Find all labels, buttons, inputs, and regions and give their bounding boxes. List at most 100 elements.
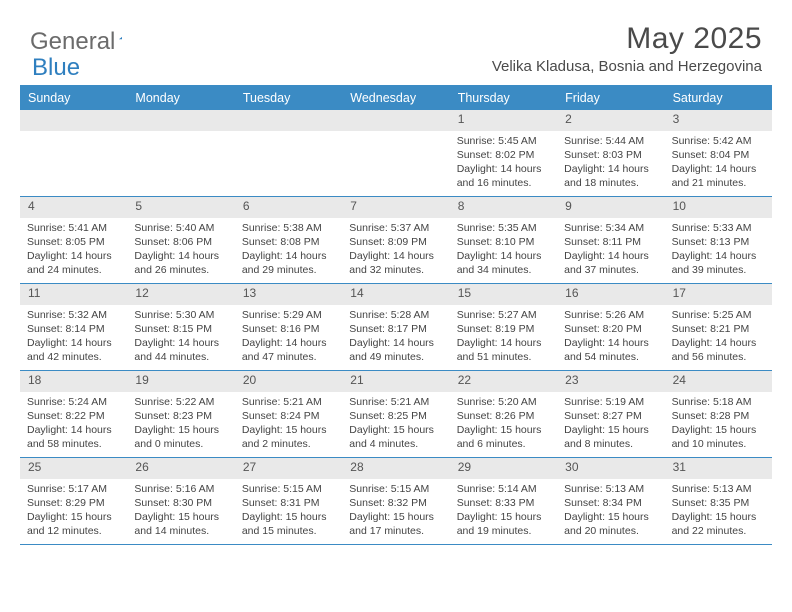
day-info: Sunrise: 5:19 AMSunset: 8:27 PMDaylight:… bbox=[557, 392, 664, 456]
day-cell: 18Sunrise: 5:24 AMSunset: 8:22 PMDayligh… bbox=[20, 371, 127, 457]
day-number: 28 bbox=[342, 458, 449, 479]
week-row: 11Sunrise: 5:32 AMSunset: 8:14 PMDayligh… bbox=[20, 284, 772, 371]
dow-header-cell: Wednesday bbox=[342, 87, 449, 110]
week-row: 25Sunrise: 5:17 AMSunset: 8:29 PMDayligh… bbox=[20, 458, 772, 545]
day-number: 26 bbox=[127, 458, 234, 479]
brand-logo: General bbox=[30, 22, 141, 56]
day-info: Sunrise: 5:41 AMSunset: 8:05 PMDaylight:… bbox=[20, 218, 127, 282]
day-number: 8 bbox=[450, 197, 557, 218]
day-info: Sunrise: 5:30 AMSunset: 8:15 PMDaylight:… bbox=[127, 305, 234, 369]
day-number bbox=[342, 110, 449, 131]
dow-header-row: SundayMondayTuesdayWednesdayThursdayFrid… bbox=[20, 87, 772, 110]
day-info: Sunrise: 5:44 AMSunset: 8:03 PMDaylight:… bbox=[557, 131, 664, 195]
title-block: May 2025 Velika Kladusa, Bosnia and Herz… bbox=[492, 22, 762, 75]
day-cell: 8Sunrise: 5:35 AMSunset: 8:10 PMDaylight… bbox=[450, 197, 557, 283]
day-number: 16 bbox=[557, 284, 664, 305]
day-cell: 11Sunrise: 5:32 AMSunset: 8:14 PMDayligh… bbox=[20, 284, 127, 370]
day-info: Sunrise: 5:17 AMSunset: 8:29 PMDaylight:… bbox=[20, 479, 127, 543]
day-number: 23 bbox=[557, 371, 664, 392]
day-cell: 3Sunrise: 5:42 AMSunset: 8:04 PMDaylight… bbox=[665, 110, 772, 196]
day-info: Sunrise: 5:15 AMSunset: 8:31 PMDaylight:… bbox=[235, 479, 342, 543]
calendar: SundayMondayTuesdayWednesdayThursdayFrid… bbox=[20, 85, 772, 545]
day-info: Sunrise: 5:33 AMSunset: 8:13 PMDaylight:… bbox=[665, 218, 772, 282]
day-cell: 31Sunrise: 5:13 AMSunset: 8:35 PMDayligh… bbox=[665, 458, 772, 544]
day-info: Sunrise: 5:20 AMSunset: 8:26 PMDaylight:… bbox=[450, 392, 557, 456]
day-info: Sunrise: 5:29 AMSunset: 8:16 PMDaylight:… bbox=[235, 305, 342, 369]
day-info: Sunrise: 5:13 AMSunset: 8:34 PMDaylight:… bbox=[557, 479, 664, 543]
day-number: 18 bbox=[20, 371, 127, 392]
day-info: Sunrise: 5:21 AMSunset: 8:25 PMDaylight:… bbox=[342, 392, 449, 456]
day-number: 15 bbox=[450, 284, 557, 305]
dow-header-cell: Tuesday bbox=[235, 87, 342, 110]
day-number: 20 bbox=[235, 371, 342, 392]
day-info: Sunrise: 5:21 AMSunset: 8:24 PMDaylight:… bbox=[235, 392, 342, 456]
day-cell: 10Sunrise: 5:33 AMSunset: 8:13 PMDayligh… bbox=[665, 197, 772, 283]
day-cell: 30Sunrise: 5:13 AMSunset: 8:34 PMDayligh… bbox=[557, 458, 664, 544]
day-cell: 21Sunrise: 5:21 AMSunset: 8:25 PMDayligh… bbox=[342, 371, 449, 457]
day-cell: 28Sunrise: 5:15 AMSunset: 8:32 PMDayligh… bbox=[342, 458, 449, 544]
day-cell: 20Sunrise: 5:21 AMSunset: 8:24 PMDayligh… bbox=[235, 371, 342, 457]
day-cell: 22Sunrise: 5:20 AMSunset: 8:26 PMDayligh… bbox=[450, 371, 557, 457]
day-number bbox=[127, 110, 234, 131]
day-cell: 4Sunrise: 5:41 AMSunset: 8:05 PMDaylight… bbox=[20, 197, 127, 283]
day-number: 21 bbox=[342, 371, 449, 392]
day-number: 1 bbox=[450, 110, 557, 131]
day-number: 14 bbox=[342, 284, 449, 305]
month-title: May 2025 bbox=[492, 22, 762, 56]
day-number: 22 bbox=[450, 371, 557, 392]
day-cell: 16Sunrise: 5:26 AMSunset: 8:20 PMDayligh… bbox=[557, 284, 664, 370]
day-number: 17 bbox=[665, 284, 772, 305]
day-cell bbox=[235, 110, 342, 196]
day-info: Sunrise: 5:18 AMSunset: 8:28 PMDaylight:… bbox=[665, 392, 772, 456]
day-cell: 15Sunrise: 5:27 AMSunset: 8:19 PMDayligh… bbox=[450, 284, 557, 370]
day-info: Sunrise: 5:35 AMSunset: 8:10 PMDaylight:… bbox=[450, 218, 557, 282]
day-cell: 26Sunrise: 5:16 AMSunset: 8:30 PMDayligh… bbox=[127, 458, 234, 544]
dow-header-cell: Friday bbox=[557, 87, 664, 110]
day-info: Sunrise: 5:34 AMSunset: 8:11 PMDaylight:… bbox=[557, 218, 664, 282]
day-info: Sunrise: 5:15 AMSunset: 8:32 PMDaylight:… bbox=[342, 479, 449, 543]
day-info: Sunrise: 5:16 AMSunset: 8:30 PMDaylight:… bbox=[127, 479, 234, 543]
day-info: Sunrise: 5:14 AMSunset: 8:33 PMDaylight:… bbox=[450, 479, 557, 543]
day-number bbox=[235, 110, 342, 131]
day-number: 19 bbox=[127, 371, 234, 392]
day-cell: 1Sunrise: 5:45 AMSunset: 8:02 PMDaylight… bbox=[450, 110, 557, 196]
day-info: Sunrise: 5:25 AMSunset: 8:21 PMDaylight:… bbox=[665, 305, 772, 369]
day-info: Sunrise: 5:27 AMSunset: 8:19 PMDaylight:… bbox=[450, 305, 557, 369]
dow-header-cell: Saturday bbox=[665, 87, 772, 110]
day-number: 3 bbox=[665, 110, 772, 131]
day-cell bbox=[342, 110, 449, 196]
day-cell: 9Sunrise: 5:34 AMSunset: 8:11 PMDaylight… bbox=[557, 197, 664, 283]
day-info: Sunrise: 5:22 AMSunset: 8:23 PMDaylight:… bbox=[127, 392, 234, 456]
day-cell: 23Sunrise: 5:19 AMSunset: 8:27 PMDayligh… bbox=[557, 371, 664, 457]
week-row: 18Sunrise: 5:24 AMSunset: 8:22 PMDayligh… bbox=[20, 371, 772, 458]
dow-header-cell: Sunday bbox=[20, 87, 127, 110]
week-row: 4Sunrise: 5:41 AMSunset: 8:05 PMDaylight… bbox=[20, 197, 772, 284]
day-cell: 29Sunrise: 5:14 AMSunset: 8:33 PMDayligh… bbox=[450, 458, 557, 544]
day-number: 27 bbox=[235, 458, 342, 479]
day-info: Sunrise: 5:32 AMSunset: 8:14 PMDaylight:… bbox=[20, 305, 127, 369]
day-number: 9 bbox=[557, 197, 664, 218]
brand-triangle-icon bbox=[119, 30, 122, 46]
day-number: 12 bbox=[127, 284, 234, 305]
day-number: 7 bbox=[342, 197, 449, 218]
day-cell: 13Sunrise: 5:29 AMSunset: 8:16 PMDayligh… bbox=[235, 284, 342, 370]
day-info: Sunrise: 5:26 AMSunset: 8:20 PMDaylight:… bbox=[557, 305, 664, 369]
day-number: 2 bbox=[557, 110, 664, 131]
day-cell: 17Sunrise: 5:25 AMSunset: 8:21 PMDayligh… bbox=[665, 284, 772, 370]
day-cell bbox=[127, 110, 234, 196]
day-cell: 7Sunrise: 5:37 AMSunset: 8:09 PMDaylight… bbox=[342, 197, 449, 283]
dow-header-cell: Monday bbox=[127, 87, 234, 110]
week-row: 1Sunrise: 5:45 AMSunset: 8:02 PMDaylight… bbox=[20, 110, 772, 197]
day-number: 24 bbox=[665, 371, 772, 392]
day-number: 31 bbox=[665, 458, 772, 479]
day-number: 5 bbox=[127, 197, 234, 218]
day-number: 30 bbox=[557, 458, 664, 479]
day-cell: 24Sunrise: 5:18 AMSunset: 8:28 PMDayligh… bbox=[665, 371, 772, 457]
day-number: 13 bbox=[235, 284, 342, 305]
day-info: Sunrise: 5:13 AMSunset: 8:35 PMDaylight:… bbox=[665, 479, 772, 543]
day-cell: 25Sunrise: 5:17 AMSunset: 8:29 PMDayligh… bbox=[20, 458, 127, 544]
header: General May 2025 Velika Kladusa, Bosnia … bbox=[0, 0, 792, 79]
day-cell: 2Sunrise: 5:44 AMSunset: 8:03 PMDaylight… bbox=[557, 110, 664, 196]
day-cell: 5Sunrise: 5:40 AMSunset: 8:06 PMDaylight… bbox=[127, 197, 234, 283]
day-info: Sunrise: 5:42 AMSunset: 8:04 PMDaylight:… bbox=[665, 131, 772, 195]
